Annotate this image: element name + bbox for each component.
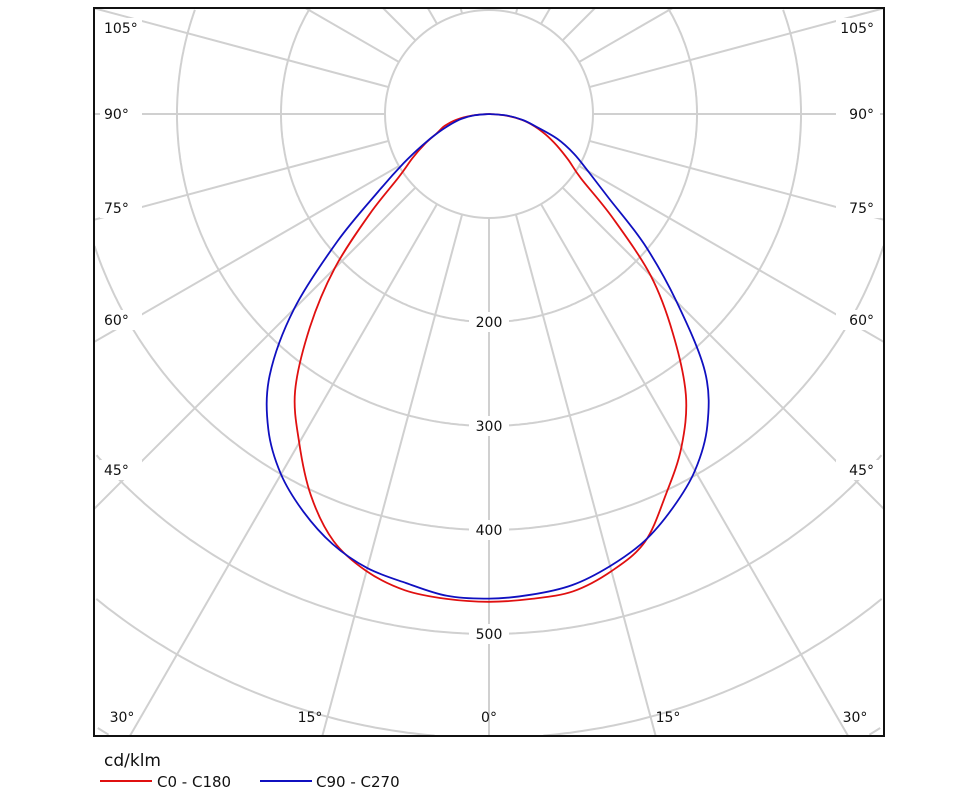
angle-label-bg [836, 104, 880, 124]
radial-gridline [540, 8, 552, 25]
angle-label-bg [100, 104, 142, 124]
ring-label-bg [469, 312, 509, 332]
angle-label: 30° [843, 710, 868, 726]
ring-tick-label: 300 [476, 419, 503, 435]
legend-label-c90-c270: C90 - C270 [316, 773, 400, 791]
angle-label: 75° [104, 201, 129, 217]
curves [265, 113, 710, 603]
ring-gridline [95, 598, 883, 736]
ring-label-bg [469, 416, 509, 436]
angle-label-bg [836, 198, 880, 218]
plot-frame [93, 7, 885, 737]
radial-gridline [382, 8, 417, 42]
ring-gridline [280, 8, 698, 323]
angle-label: 15° [298, 710, 323, 726]
angle-label: 90° [104, 107, 129, 123]
radial-gridline [129, 203, 438, 736]
angle-label-bg [100, 310, 142, 330]
angle-label-bg [100, 18, 142, 38]
ring-gridline [97, 727, 881, 736]
ring-labels: 200 300 400 500 [469, 312, 509, 644]
ring-gridline [95, 454, 883, 635]
angle-label: 45° [104, 463, 129, 479]
ring-tick-label: 200 [476, 315, 503, 331]
radial-gridline [94, 8, 389, 89]
series-curve-c0-c180 [293, 113, 688, 603]
angle-label: 60° [104, 313, 129, 329]
ring-tick-label: 500 [476, 627, 503, 643]
angle-label-bg [100, 460, 142, 480]
angle-label: 105° [104, 21, 138, 37]
radial-gridline [578, 165, 884, 343]
angle-label: 105° [840, 21, 874, 37]
radial-gridline [94, 139, 389, 221]
angle-label: 15° [656, 710, 681, 726]
legend-label-c0-c180: C0 - C180 [157, 773, 231, 791]
angle-label: 75° [849, 201, 874, 217]
angle-label: 0° [481, 710, 497, 726]
radial-gridline [589, 8, 884, 89]
series-curve-c90-c270 [265, 113, 710, 600]
ring-gridline [176, 9, 802, 427]
angle-label-bg [836, 18, 880, 38]
ring-label-bg [469, 520, 509, 540]
radial-gridline [321, 214, 464, 736]
angle-label-bg [836, 460, 880, 480]
radial-gridline [304, 8, 400, 63]
radial-gridline [94, 165, 400, 343]
angle-label: 90° [849, 107, 874, 123]
radial-gridline [426, 8, 438, 25]
radial-gridline [514, 214, 657, 736]
angle-label: 30° [110, 710, 135, 726]
radial-gridline [561, 186, 884, 510]
ring-label-bg [469, 624, 509, 644]
angle-label: 60° [849, 313, 874, 329]
ring-tick-label: 400 [476, 523, 503, 539]
radial-gridline [561, 8, 596, 42]
angle-label-bg [836, 310, 880, 330]
unit-label: cd/klm [104, 751, 161, 771]
radial-gridline [578, 8, 674, 63]
radial-gridline [589, 139, 884, 221]
angle-label: 45° [849, 463, 874, 479]
angle-label-bg [100, 198, 142, 218]
angle-labels: 30° 15° 0° 15° 30° 105° 90° 75° 60° 45° 105° 90° 75°… [100, 18, 880, 726]
radial-gridline [94, 186, 417, 510]
